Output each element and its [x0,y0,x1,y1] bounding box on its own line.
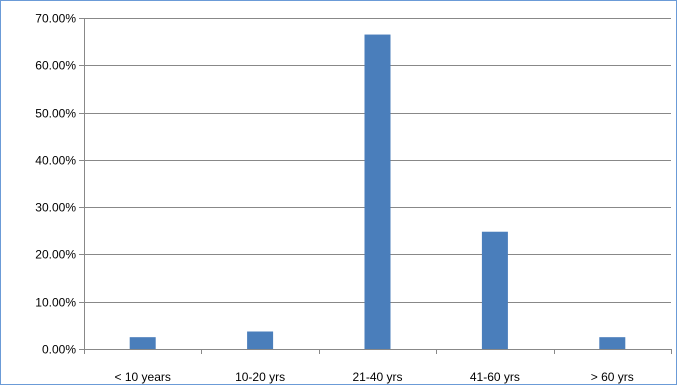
bar [247,331,274,349]
bar [129,337,156,349]
y-tick-label: 60.00% [35,59,76,73]
y-tick-label: 0.00% [42,343,76,357]
axes [79,18,672,354]
bar [481,231,508,349]
x-tick-label: > 60 yrs [591,370,634,384]
y-tick-label: 20.00% [35,248,76,262]
y-tick-label: 70.00% [35,12,76,26]
x-tick-label: 10-20 yrs [235,370,285,384]
x-tick-label: < 10 years [115,370,171,384]
x-tick-label: 21-40 yrs [352,370,402,384]
y-tick-label: 30.00% [35,201,76,215]
x-tick-label: 41-60 yrs [470,370,520,384]
y-tick-labels: 0.00% 10.00% 20.00% 30.00% 40.00% 50.00% 60.00… [35,12,76,357]
y-tick-label: 10.00% [35,296,76,310]
y-tick-label: 40.00% [35,154,76,168]
bars [129,34,626,350]
x-tick-labels: < 10 years 10-20 yrs 21-40 yrs 41-60 yrs > 6… [115,370,634,384]
bar [364,34,391,350]
bar [599,337,626,349]
y-tick-label: 50.00% [35,107,76,121]
